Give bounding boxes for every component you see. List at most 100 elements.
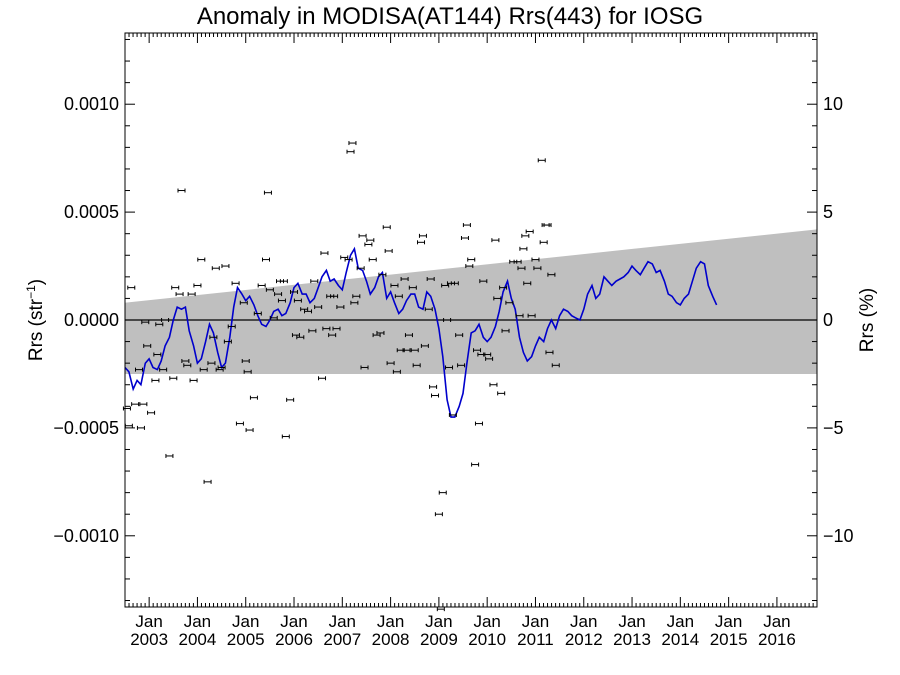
y-axis-label-close: ): [26, 279, 47, 285]
data-point-97: [408, 285, 417, 290]
y2-tick-label-4: 10: [823, 94, 843, 114]
data-point-65: [320, 251, 329, 256]
data-point-10: [151, 378, 160, 383]
data-point-43: [253, 311, 262, 316]
data-point-38: [239, 300, 248, 305]
x-tick-month-11: Jan: [667, 612, 694, 631]
data-point-85: [376, 330, 385, 335]
data-point-104: [426, 277, 435, 281]
data-point-121: [467, 257, 476, 262]
data-point-111: [443, 318, 452, 322]
data-point-64: [318, 376, 327, 381]
data-point-105: [429, 384, 438, 389]
data-point-102: [420, 343, 429, 348]
data-point-148: [539, 240, 548, 245]
data-point-60: [304, 309, 313, 314]
smooth-line-layer: [124, 246, 718, 418]
data-point-103: [424, 307, 433, 312]
data-point-98: [410, 348, 419, 353]
data-point-25: [197, 257, 206, 262]
data-point-122: [471, 462, 480, 467]
data-point-87: [382, 225, 391, 230]
data-point-33: [221, 264, 230, 269]
x-tick-month-4: Jan: [329, 612, 356, 631]
data-point-6: [139, 402, 148, 407]
x-tick-year-4: 2007: [323, 630, 361, 649]
data-point-133: [499, 285, 508, 290]
data-point-53: [281, 434, 290, 439]
data-point-135: [505, 300, 514, 305]
data-point-147: [537, 158, 546, 163]
x-tick-year-5: 2008: [372, 630, 410, 649]
data-points-layer: [122, 141, 560, 612]
data-point-0: [122, 406, 131, 411]
data-point-68: [328, 333, 337, 338]
data-point-4: [135, 367, 144, 372]
data-point-70: [332, 326, 341, 331]
data-point-119: [462, 223, 471, 228]
data-point-35: [227, 324, 236, 329]
data-point-7: [141, 320, 150, 325]
data-point-3: [131, 402, 140, 407]
data-point-134: [501, 328, 510, 333]
data-point-100: [417, 240, 426, 245]
y2-tick-label-2: 0: [823, 310, 833, 330]
data-point-73: [344, 257, 353, 262]
data-point-90: [390, 283, 399, 288]
data-point-9: [147, 410, 156, 415]
x-tick-year-0: 2003: [130, 630, 168, 649]
y-tick-label-0: −0.0010: [53, 526, 119, 546]
y2-tick-label-3: 5: [823, 202, 833, 222]
y2-tick-label-0: −10: [823, 526, 854, 546]
data-point-106: [431, 393, 440, 398]
data-point-22: [187, 292, 196, 297]
data-point-30: [211, 266, 220, 271]
y-tick-label-4: 0.0010: [64, 94, 119, 114]
data-point-109: [438, 490, 447, 495]
x-tick-month-3: Jan: [280, 612, 307, 631]
data-point-110: [441, 283, 450, 288]
x-tick-month-0: Jan: [135, 612, 162, 631]
data-point-39: [241, 359, 250, 363]
x-tick-month-8: Jan: [522, 612, 549, 631]
data-point-88: [384, 248, 393, 253]
data-point-150: [543, 223, 552, 228]
data-point-17: [171, 285, 180, 290]
data-point-56: [291, 333, 300, 338]
x-tick-year-2: 2005: [227, 630, 265, 649]
data-point-13: [159, 367, 168, 372]
data-point-41: [245, 428, 254, 433]
data-point-146: [533, 266, 542, 271]
data-point-31: [215, 367, 224, 372]
data-point-5: [136, 425, 145, 430]
data-point-34: [223, 339, 232, 344]
x-tick-year-7: 2010: [468, 630, 506, 649]
data-point-116: [455, 333, 464, 338]
data-point-82: [366, 238, 375, 243]
y-axis-label-main: Rrs (str: [26, 298, 47, 361]
data-point-27: [203, 479, 212, 484]
data-point-32: [217, 365, 226, 370]
y2-axis-label: Rrs (%): [857, 288, 878, 352]
data-point-140: [519, 246, 528, 251]
y-tick-label-2: 0.0000: [64, 310, 119, 330]
data-point-80: [360, 365, 369, 370]
data-point-51: [277, 298, 286, 303]
chart-title: Anomaly in MODISA(AT144) Rrs(443) for IO…: [197, 3, 703, 30]
data-point-11: [153, 352, 162, 357]
data-point-81: [364, 242, 373, 247]
data-point-24: [193, 283, 202, 288]
data-point-14: [161, 318, 170, 322]
data-point-96: [404, 333, 413, 338]
x-tick-month-9: Jan: [570, 612, 597, 631]
y-axis-label: Rrs (str−1): [24, 279, 47, 361]
data-point-126: [479, 279, 488, 284]
confidence-band: [125, 229, 817, 374]
y-tick-label-1: −0.0005: [53, 418, 119, 438]
data-point-120: [465, 264, 474, 269]
data-point-40: [243, 369, 252, 374]
data-point-74: [346, 149, 355, 154]
data-point-45: [262, 257, 271, 262]
